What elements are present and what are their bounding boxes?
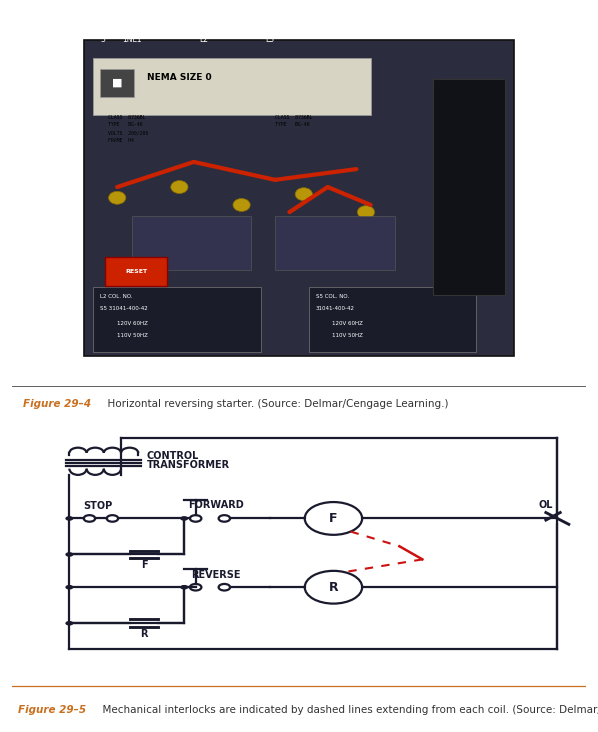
Text: TRANSFORMER: TRANSFORMER <box>147 460 230 471</box>
Text: OL: OL <box>539 500 553 509</box>
FancyBboxPatch shape <box>84 40 514 356</box>
Circle shape <box>65 552 74 557</box>
FancyBboxPatch shape <box>100 69 134 97</box>
Text: Figure 29–5: Figure 29–5 <box>18 705 86 715</box>
FancyBboxPatch shape <box>93 58 371 115</box>
Text: 3: 3 <box>100 35 105 45</box>
Circle shape <box>109 191 126 204</box>
Text: NEMA SIZE 0: NEMA SIZE 0 <box>147 73 212 82</box>
Text: S5 31041-400-42: S5 31041-400-42 <box>100 307 148 312</box>
FancyBboxPatch shape <box>132 216 251 269</box>
FancyBboxPatch shape <box>433 80 505 294</box>
Text: 120V 60HZ: 120V 60HZ <box>332 321 364 326</box>
Text: REVERSE: REVERSE <box>191 569 240 580</box>
Text: 110V 50HZ: 110V 50HZ <box>332 333 364 338</box>
Circle shape <box>65 621 74 626</box>
Circle shape <box>65 585 74 589</box>
Circle shape <box>358 206 374 219</box>
Text: S5 COL. NO.: S5 COL. NO. <box>316 294 349 299</box>
Text: F: F <box>329 512 338 525</box>
Text: R: R <box>141 629 148 639</box>
FancyBboxPatch shape <box>105 257 167 285</box>
Text: RESET: RESET <box>126 269 147 274</box>
Circle shape <box>180 516 188 520</box>
Text: VOLTS  200/200: VOLTS 200/200 <box>108 130 148 135</box>
Circle shape <box>65 516 74 520</box>
Text: Figure 29–4: Figure 29–4 <box>23 399 91 409</box>
Text: 1NL1: 1NL1 <box>122 35 141 45</box>
FancyBboxPatch shape <box>275 216 395 269</box>
Text: FRAME  H4: FRAME H4 <box>108 138 133 143</box>
Text: TYPE   BG-46: TYPE BG-46 <box>108 122 142 127</box>
Text: CLASS  8736BL: CLASS 8736BL <box>275 115 313 119</box>
Circle shape <box>233 198 250 212</box>
Circle shape <box>295 187 312 201</box>
Text: ■: ■ <box>112 78 123 88</box>
Text: STOP: STOP <box>84 501 112 511</box>
FancyBboxPatch shape <box>93 288 261 352</box>
Text: FORWARD: FORWARD <box>188 501 243 510</box>
Text: Mechanical interlocks are indicated by dashed lines extending from each coil. (S: Mechanical interlocks are indicated by d… <box>96 705 598 715</box>
Text: CLASS  8736BL: CLASS 8736BL <box>108 115 145 119</box>
Text: R: R <box>329 580 338 594</box>
Text: TYPE   BG-46: TYPE BG-46 <box>275 122 310 127</box>
Circle shape <box>180 585 188 589</box>
Text: L3: L3 <box>266 35 275 45</box>
Circle shape <box>171 181 188 193</box>
Text: Horizontal reversing starter. (Source: Delmar/Cengage Learning.): Horizontal reversing starter. (Source: D… <box>101 399 448 409</box>
Text: CONTROL: CONTROL <box>147 450 199 460</box>
Text: 110V 50HZ: 110V 50HZ <box>117 333 148 338</box>
Text: 31041-400-42: 31041-400-42 <box>316 307 355 312</box>
Text: F: F <box>141 560 147 570</box>
FancyBboxPatch shape <box>309 288 476 352</box>
Text: L2: L2 <box>199 35 208 45</box>
Text: L2 COL. NO.: L2 COL. NO. <box>100 294 133 299</box>
Text: 120V 60HZ: 120V 60HZ <box>117 321 148 326</box>
